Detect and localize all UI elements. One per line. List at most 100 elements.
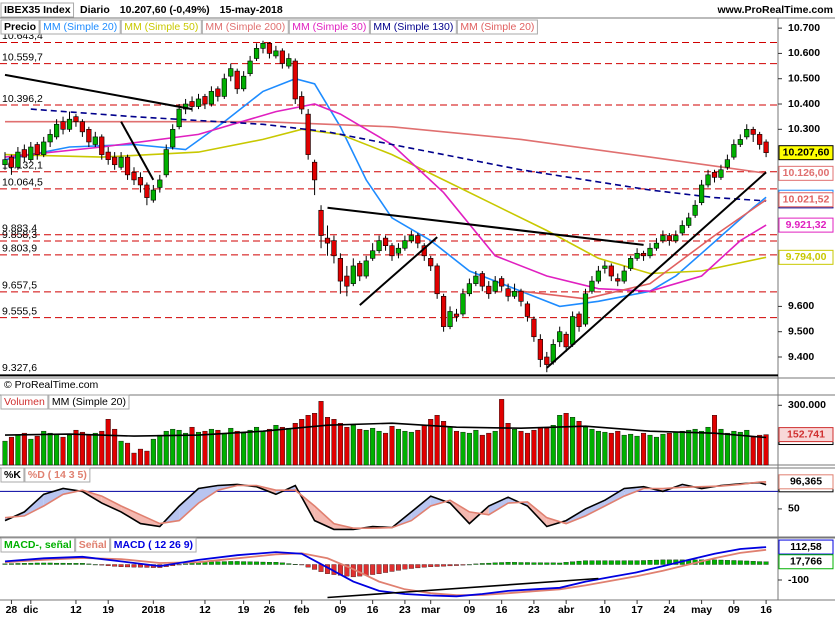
candle-body (247, 60, 253, 74)
volume-bar (234, 430, 240, 466)
macd-histogram-bar (389, 564, 395, 572)
x-tick-label: 16 (367, 604, 379, 616)
macd-histogram-bar (105, 564, 111, 566)
level-label: 9.858,3 (2, 229, 37, 241)
volume-bar (325, 417, 331, 466)
trend-line (546, 171, 767, 369)
macd-histogram-bar (41, 562, 47, 565)
volume-bar (537, 426, 543, 466)
moving-average (520, 199, 767, 300)
candle-body (679, 225, 685, 234)
volume-bar (757, 434, 763, 466)
candle-body (15, 151, 21, 168)
macd-histogram-bar (550, 562, 556, 565)
candle-body (750, 129, 756, 135)
candle-body (731, 144, 737, 158)
candle-body (557, 331, 563, 343)
candle-body (415, 235, 421, 244)
legend-box (48, 394, 130, 410)
candle-body (615, 278, 621, 282)
candle-body (595, 270, 601, 282)
candle-body (563, 333, 569, 348)
level-label: 10.396,2 (2, 93, 43, 105)
y-tick-label: 10.700 (788, 22, 820, 34)
candle-body (170, 129, 176, 148)
candle-body (202, 96, 208, 105)
macd-histogram-bar (125, 564, 130, 568)
legend-label: MM (Simple 20) (52, 396, 126, 408)
x-tick-label: 09 (335, 604, 347, 616)
candle-body (666, 235, 672, 241)
volume-bar (428, 419, 434, 466)
level-label: 10.132,1 (2, 160, 43, 172)
level-label: 10.064,5 (2, 177, 43, 189)
candle-body (221, 78, 227, 97)
macd-histogram-bar (370, 564, 376, 575)
macd-histogram-bar (21, 563, 27, 565)
macd-histogram-bar (254, 561, 259, 565)
macd-histogram-bar (408, 564, 414, 569)
volume-bar (221, 432, 227, 466)
volume-bar (150, 438, 156, 466)
volume-bar (634, 435, 640, 466)
candle-body (434, 265, 440, 295)
volume-bar (266, 428, 272, 466)
candle-body (673, 235, 679, 241)
last-value-box (778, 165, 834, 181)
volume-bar (344, 426, 350, 466)
last-value-label: 112,58 (790, 541, 822, 553)
candle-body (460, 293, 466, 315)
legend-label: IBEX35 Index (4, 4, 71, 16)
volume-bar (118, 440, 124, 466)
candle-body (350, 265, 356, 284)
volume-bar (363, 429, 369, 466)
candle-body (253, 48, 260, 59)
candle-body (653, 242, 660, 249)
volume-bar (337, 423, 343, 466)
volume-bar (208, 428, 214, 466)
macd-histogram-bar (576, 560, 582, 565)
volume-bar (137, 448, 143, 466)
macd-histogram-bar (447, 564, 453, 567)
macd-histogram-bar (479, 563, 485, 565)
candle-body (640, 252, 647, 257)
volume-bar (479, 434, 485, 466)
volume-bar (2, 440, 8, 466)
macd-histogram-bar (628, 560, 634, 565)
volume-bar (434, 415, 440, 466)
macd-histogram-bar (525, 562, 530, 565)
x-tick-label: 09 (728, 604, 740, 616)
volume-bar (499, 399, 505, 466)
volume-bar (292, 423, 298, 466)
legend-box (369, 19, 457, 35)
candle-body (41, 141, 47, 155)
volume-bar (318, 401, 324, 466)
macd-histogram-bar (660, 559, 666, 565)
macd-histogram-bar (299, 564, 305, 566)
stoch-fill (101, 496, 122, 512)
macd-histogram-bar (531, 562, 537, 565)
volume-bar (305, 415, 311, 466)
volume-bar (383, 432, 389, 466)
volume-bar (441, 421, 447, 466)
volume-bar (183, 432, 189, 466)
volume-bar (331, 419, 337, 466)
candle-body (511, 290, 518, 297)
x-tick-label: 19 (238, 604, 250, 616)
macd-histogram-bar (247, 561, 253, 565)
macd-histogram-bar (744, 560, 750, 565)
candle-body (692, 204, 698, 216)
volume-bar (73, 429, 79, 466)
last-value-box (778, 539, 834, 555)
volume-bar (531, 429, 537, 466)
macd-histogram-bar (34, 562, 40, 565)
x-tick-label: 19 (102, 604, 114, 616)
macd-histogram-bar (183, 563, 189, 565)
volume-bar (8, 436, 14, 466)
macd-histogram-bar (112, 564, 118, 567)
candle-body (608, 265, 614, 277)
macd-histogram-bar (415, 564, 421, 569)
macd-histogram-bar (99, 564, 105, 566)
